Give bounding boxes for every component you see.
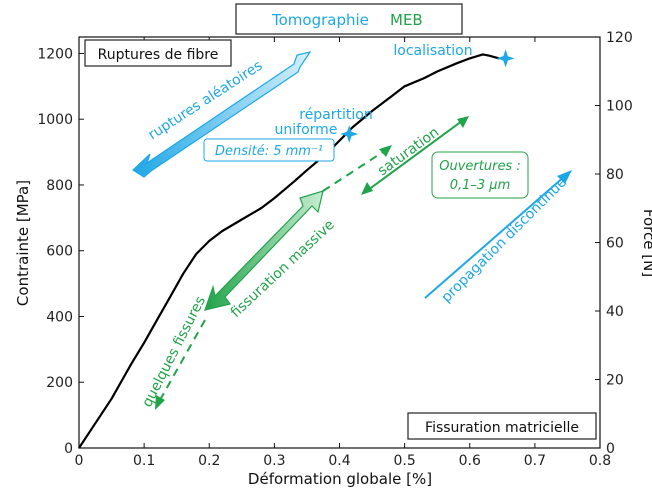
quelques-fissures-line bbox=[159, 319, 206, 401]
x-tick-label: 0.7 bbox=[524, 453, 546, 469]
ouvertures-label-2: 0,1–3 µm bbox=[450, 178, 511, 193]
x-tick-label: 0.6 bbox=[459, 453, 481, 469]
quelques-fissures-head bbox=[155, 395, 165, 410]
y-tick-label: 400 bbox=[46, 309, 73, 325]
y2-axis-title: Force [N] bbox=[640, 209, 652, 277]
legend-tomographie: Tomographie bbox=[271, 11, 369, 29]
fissuration-box bbox=[407, 412, 597, 440]
ticks-group: 0 0.1 0.2 0.3 0.4 0.5 0.6 0.7 0.8020040060080010… bbox=[37, 30, 632, 469]
fissuration-box-label: Fissuration matricielle bbox=[425, 420, 579, 436]
y-tick-label: 800 bbox=[46, 178, 73, 194]
saturation-arrow-head-left bbox=[361, 182, 373, 195]
quelques-fissures-label: quelques fissures bbox=[139, 294, 209, 410]
fissuration-dashed-line bbox=[322, 149, 387, 192]
y-tick-label: 1000 bbox=[37, 112, 73, 128]
y-tick-label: 200 bbox=[46, 375, 73, 391]
ouvertures-label-1: Ouvertures : bbox=[439, 159, 520, 174]
x-tick-label: 0 bbox=[75, 453, 84, 469]
x-tick-label: 0.1 bbox=[133, 453, 155, 469]
y2-tick-label: 0 bbox=[606, 441, 615, 457]
ruptures-box bbox=[84, 39, 232, 67]
uniforme-label: uniforme bbox=[275, 122, 338, 138]
y2-tick-label: 80 bbox=[606, 167, 624, 183]
legend-meb: MEB bbox=[390, 11, 423, 29]
y2-tick-label: 40 bbox=[606, 304, 624, 320]
x-tick-label: 0.8 bbox=[589, 453, 611, 469]
saturation-arrow-head-right bbox=[457, 116, 469, 128]
stress-strain-curve bbox=[78, 53, 500, 449]
saturation-arrow-line bbox=[367, 120, 463, 191]
legend-box bbox=[235, 3, 463, 35]
ouvertures-box bbox=[431, 151, 529, 199]
y-tick-label: 0 bbox=[64, 441, 73, 457]
localisation-label: localisation bbox=[393, 43, 472, 59]
y-axis-title: Contrainte [MPa] bbox=[14, 180, 32, 306]
densite-label: Densité: 5 mm⁻¹ bbox=[215, 144, 323, 159]
markers-group bbox=[340, 49, 515, 143]
repartition-label: répartition bbox=[299, 107, 372, 123]
ruptures-arrow bbox=[132, 51, 312, 178]
y2-tick-label: 100 bbox=[606, 99, 633, 115]
y-tick-label: 600 bbox=[46, 244, 73, 260]
propagation-arrow-head bbox=[557, 170, 572, 184]
localisation-marker bbox=[496, 49, 515, 68]
ruptures-box-label: Ruptures de fibre bbox=[98, 47, 219, 63]
y2-tick-label: 60 bbox=[606, 236, 624, 252]
propagation-arrow-line bbox=[424, 175, 566, 299]
y2-tick-label: 20 bbox=[606, 373, 624, 389]
x-tick-label: 0.4 bbox=[328, 453, 350, 469]
x-tick-label: 0.2 bbox=[198, 453, 220, 469]
densite-box bbox=[203, 138, 335, 162]
y-tick-label: 1200 bbox=[37, 46, 73, 62]
fissuration-dashed-head bbox=[379, 145, 392, 157]
x-tick-label: 0.3 bbox=[263, 453, 285, 469]
y2-tick-label: 120 bbox=[606, 30, 633, 46]
x-tick-label: 0.5 bbox=[393, 453, 415, 469]
x-axis-title: Déformation globale [%] bbox=[248, 470, 432, 488]
repartition-marker bbox=[340, 124, 359, 143]
